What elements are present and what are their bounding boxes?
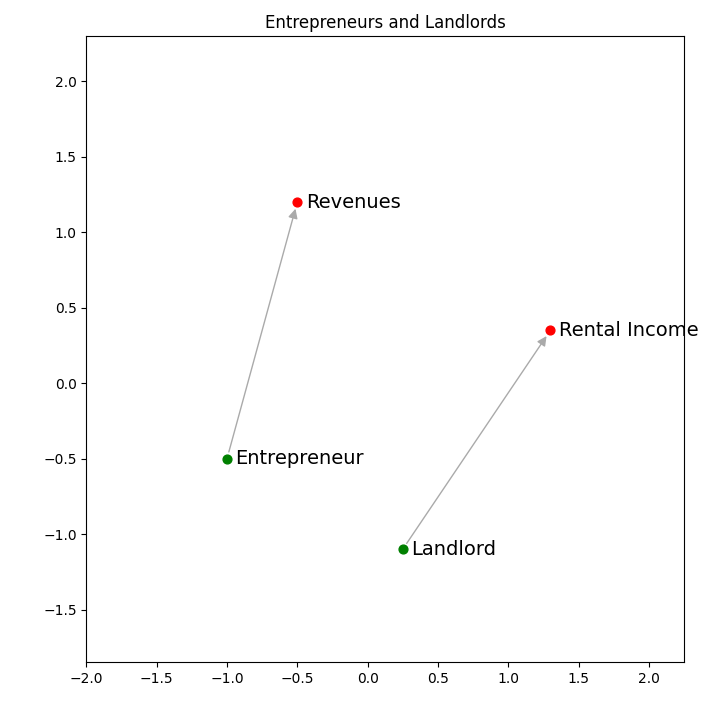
Text: Landlord: Landlord xyxy=(411,540,496,559)
Point xyxy=(292,197,303,208)
Text: Entrepreneur: Entrepreneur xyxy=(235,449,364,468)
Point xyxy=(544,325,556,336)
Text: Revenues: Revenues xyxy=(306,192,400,212)
Text: Rental Income: Rental Income xyxy=(559,321,698,340)
Point xyxy=(397,544,408,555)
Point xyxy=(221,453,233,464)
Title: Entrepreneurs and Landlords: Entrepreneurs and Landlords xyxy=(265,14,505,32)
